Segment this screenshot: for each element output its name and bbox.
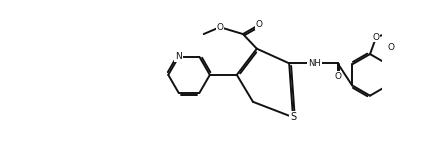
Text: O: O [216,23,223,32]
Text: S: S [290,112,296,122]
Text: NH: NH [308,59,321,68]
Text: O: O [334,72,341,81]
Text: O: O [373,33,380,42]
Text: N: N [175,52,182,61]
Text: O: O [256,20,263,29]
Text: O: O [388,43,394,52]
